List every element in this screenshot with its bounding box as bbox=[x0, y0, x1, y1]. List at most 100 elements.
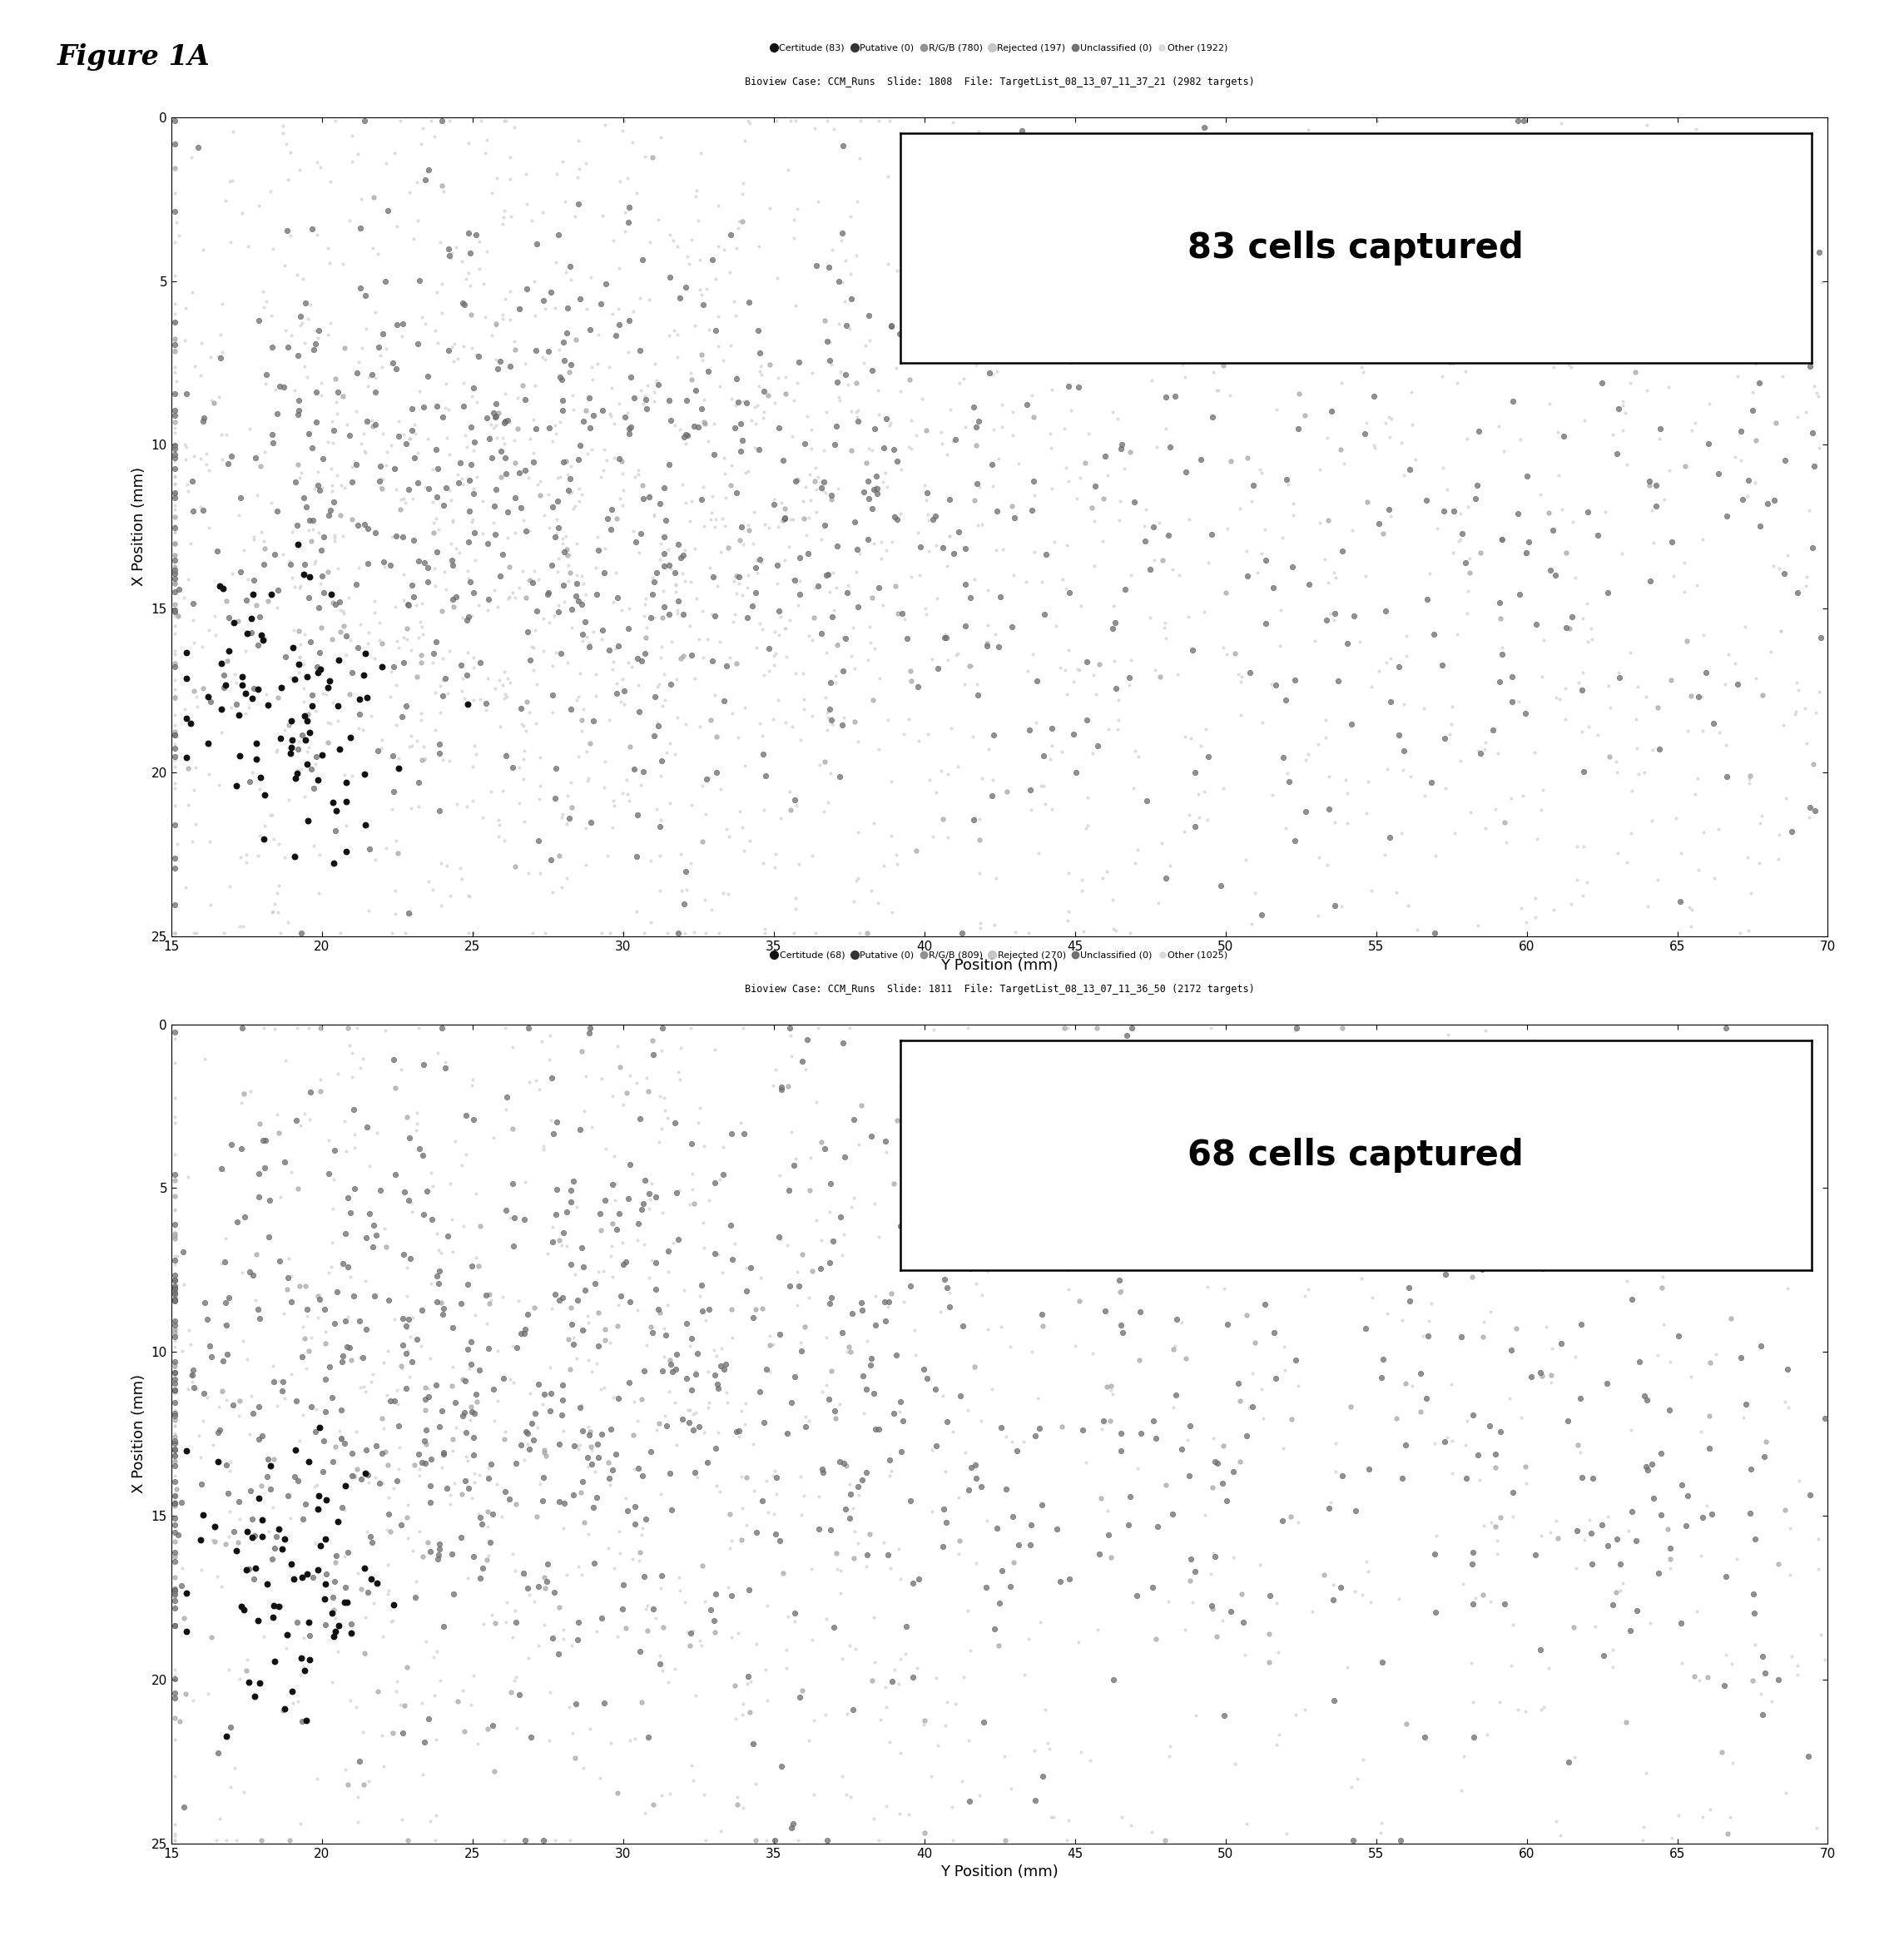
Point bbox=[640, 1274, 670, 1305]
Point bbox=[314, 248, 345, 279]
Point bbox=[265, 722, 295, 753]
Point bbox=[343, 1807, 373, 1838]
Point bbox=[680, 1356, 710, 1387]
Point bbox=[270, 314, 301, 345]
Point bbox=[548, 1489, 579, 1520]
Point bbox=[564, 681, 594, 712]
Point bbox=[432, 851, 463, 882]
Point bbox=[331, 1586, 362, 1617]
Point bbox=[1120, 849, 1150, 880]
Point bbox=[160, 683, 190, 714]
Point bbox=[1765, 615, 1795, 646]
Point bbox=[600, 556, 630, 587]
Point bbox=[1565, 1436, 1596, 1467]
Point bbox=[672, 1617, 703, 1649]
Point bbox=[188, 402, 219, 433]
Point bbox=[1169, 816, 1200, 847]
Point bbox=[1137, 1816, 1167, 1848]
Point bbox=[788, 693, 819, 724]
Point bbox=[1154, 851, 1184, 882]
Point bbox=[813, 714, 843, 745]
Point bbox=[234, 765, 265, 796]
Point bbox=[1483, 737, 1514, 769]
Point bbox=[295, 1619, 326, 1651]
Point bbox=[434, 745, 465, 776]
Point bbox=[1358, 1282, 1388, 1313]
Point bbox=[1453, 492, 1483, 523]
Point bbox=[282, 339, 312, 371]
Point bbox=[442, 343, 472, 375]
Point bbox=[744, 544, 775, 576]
Point bbox=[1377, 404, 1407, 435]
Point bbox=[741, 1294, 771, 1325]
Point bbox=[333, 1182, 364, 1214]
Point bbox=[1632, 1385, 1662, 1416]
Point bbox=[455, 1391, 486, 1422]
Point bbox=[383, 632, 413, 663]
Point bbox=[347, 1463, 377, 1494]
Point bbox=[484, 821, 514, 853]
Point bbox=[1763, 1139, 1794, 1171]
Point bbox=[821, 1537, 851, 1569]
Point bbox=[409, 1727, 440, 1758]
Point bbox=[354, 1766, 385, 1797]
Point bbox=[727, 579, 758, 611]
Point bbox=[682, 1461, 712, 1493]
Point bbox=[731, 388, 762, 419]
Point bbox=[946, 1766, 977, 1797]
Point bbox=[185, 361, 215, 392]
Point bbox=[204, 1391, 234, 1422]
Point bbox=[1190, 1032, 1220, 1063]
Point bbox=[1339, 601, 1369, 632]
Point bbox=[541, 636, 571, 667]
Point bbox=[177, 466, 208, 498]
Point bbox=[493, 1483, 524, 1514]
Point bbox=[327, 521, 358, 552]
Point bbox=[573, 763, 604, 794]
Point bbox=[520, 265, 550, 297]
Point bbox=[188, 234, 219, 265]
Point bbox=[444, 466, 474, 498]
Point bbox=[335, 722, 366, 753]
Point bbox=[948, 1309, 979, 1340]
Point bbox=[177, 277, 208, 308]
Point bbox=[508, 1557, 539, 1588]
Point bbox=[1573, 496, 1603, 527]
Point bbox=[242, 743, 272, 775]
Point bbox=[213, 1282, 244, 1313]
Point bbox=[1260, 394, 1291, 425]
Point bbox=[971, 343, 1002, 375]
Point bbox=[1717, 1748, 1748, 1779]
Point bbox=[836, 1479, 866, 1510]
Point bbox=[192, 728, 223, 759]
Point bbox=[160, 1194, 190, 1225]
Point bbox=[1497, 1334, 1527, 1366]
Point bbox=[1765, 263, 1795, 295]
Point bbox=[960, 390, 990, 421]
Point bbox=[771, 1416, 802, 1448]
Point bbox=[885, 1643, 916, 1674]
Point bbox=[796, 433, 826, 464]
Point bbox=[324, 1610, 354, 1641]
Point bbox=[535, 1044, 565, 1075]
Point bbox=[1478, 714, 1508, 745]
Point bbox=[625, 1545, 655, 1576]
Point bbox=[486, 712, 516, 743]
Point bbox=[1685, 1539, 1716, 1571]
Point bbox=[1398, 410, 1428, 441]
Point bbox=[236, 617, 267, 648]
Point bbox=[316, 406, 347, 437]
Point bbox=[1557, 507, 1588, 538]
Point bbox=[581, 657, 611, 689]
Point bbox=[743, 433, 773, 464]
Point bbox=[676, 849, 706, 880]
Point bbox=[1544, 683, 1575, 714]
Point bbox=[417, 874, 447, 905]
Point bbox=[567, 1752, 598, 1783]
Point bbox=[1426, 361, 1457, 392]
Point bbox=[668, 1274, 699, 1305]
Point bbox=[453, 1268, 484, 1299]
Point bbox=[529, 1134, 560, 1165]
Point bbox=[941, 640, 971, 671]
Point bbox=[1565, 1149, 1596, 1180]
